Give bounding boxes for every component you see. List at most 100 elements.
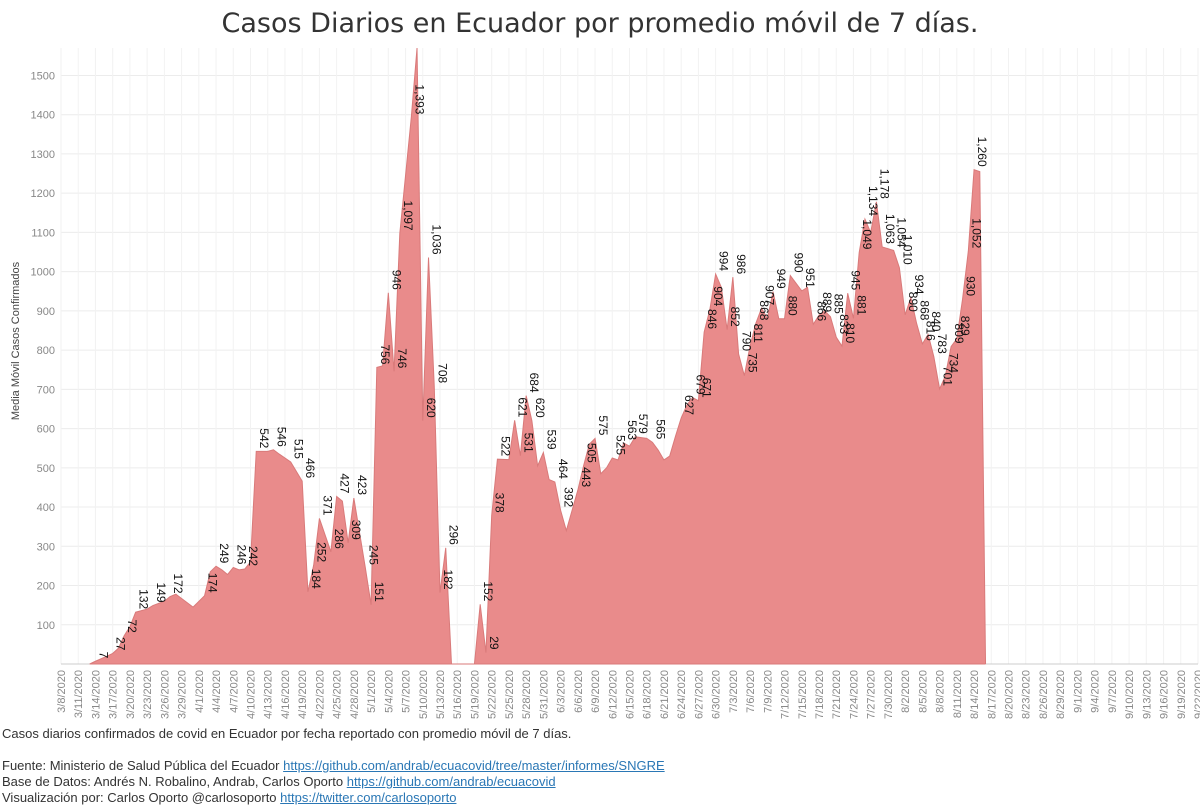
data-label: 152 [481, 581, 495, 601]
y-tick-label: 800 [37, 345, 55, 357]
y-axis-ticks: 100 200 300 400 500 600 700 800 900 1000 1100 1200 1… [31, 70, 55, 631]
data-label: 1,036 [430, 224, 444, 254]
database-link[interactable]: https://github.com/andrab/ecuacovid [346, 774, 556, 789]
data-label: 735 [745, 353, 759, 373]
data-label: 522 [498, 436, 512, 456]
data-label: 868 [757, 300, 771, 320]
data-label: 866 [814, 301, 828, 321]
x-tick-label: 5/31/2020 [538, 670, 550, 719]
data-label: 242 [246, 546, 260, 566]
data-label: 531 [521, 433, 535, 453]
x-tick-label: 5/4/2020 [383, 670, 395, 713]
y-tick-label: 1200 [31, 188, 55, 200]
data-label: 27 [114, 637, 128, 651]
data-label: 1,134 [866, 186, 880, 216]
data-label: 132 [137, 589, 151, 609]
x-tick-label: 6/18/2020 [642, 670, 654, 719]
visualization-link[interactable]: https://twitter.com/carlosoporto [280, 790, 457, 805]
x-tick-label: 3/20/2020 [125, 670, 137, 719]
x-tick-label: 5/7/2020 [401, 670, 413, 713]
x-tick-label: 4/13/2020 [263, 670, 275, 719]
data-label: 575 [596, 415, 610, 435]
x-tick-label: 9/16/2020 [1159, 670, 1171, 719]
x-tick-label: 8/11/2020 [952, 670, 964, 718]
data-label: 466 [303, 458, 317, 478]
x-tick-label: 9/1/2020 [1072, 670, 1084, 713]
data-label: 149 [154, 583, 168, 603]
x-tick-label: 7/24/2020 [848, 670, 860, 719]
x-tick-label: 3/23/2020 [142, 670, 154, 719]
y-tick-label: 1500 [31, 70, 55, 82]
data-label: 423 [355, 475, 369, 495]
data-label: 1,178 [877, 169, 891, 199]
data-label: 296 [447, 525, 461, 545]
data-label: 890 [906, 292, 920, 312]
data-label: 286 [332, 529, 346, 549]
data-label: 945 [849, 270, 863, 290]
data-label: 994 [717, 251, 731, 271]
data-label: 990 [791, 253, 805, 273]
x-tick-label: 7/21/2020 [831, 670, 843, 719]
x-tick-label: 9/7/2020 [1107, 670, 1119, 713]
data-label: 889 [820, 292, 834, 312]
x-tick-label: 4/25/2020 [332, 670, 344, 719]
source-line: Fuente: Ministerio de Salud Pública del … [2, 758, 665, 773]
area-series [89, 47, 987, 665]
data-label: 1,097 [401, 201, 415, 231]
x-tick-label: 8/17/2020 [986, 670, 998, 719]
y-tick-label: 200 [37, 581, 55, 593]
data-label: 565 [653, 419, 667, 439]
source-link[interactable]: https://github.com/andrab/ecuacovid/tree… [283, 758, 665, 773]
x-tick-label: 3/11/2020 [73, 670, 85, 718]
data-label: 679 [694, 375, 708, 395]
x-tick-label: 6/9/2020 [590, 670, 602, 713]
y-tick-label: 300 [37, 541, 55, 553]
x-tick-label: 4/19/2020 [297, 670, 309, 719]
data-label: 515 [292, 439, 306, 459]
x-tick-label: 7/9/2020 [762, 670, 774, 713]
chart-title: Casos Diarios en Ecuador por promedio mó… [221, 8, 979, 39]
data-label: 245 [366, 545, 380, 565]
x-tick-label: 8/5/2020 [917, 670, 929, 713]
x-tick-label: 9/10/2020 [1124, 670, 1136, 719]
x-tick-label: 5/10/2020 [418, 670, 430, 719]
x-tick-label: 4/4/2020 [211, 670, 223, 713]
x-tick-label: 8/26/2020 [1038, 670, 1050, 719]
source-text: Fuente: Ministerio de Salud Pública del … [2, 758, 280, 773]
data-label: 810 [843, 323, 857, 343]
x-tick-label: 6/27/2020 [693, 670, 705, 719]
data-label: 1,054 [895, 217, 909, 247]
x-tick-label: 3/14/2020 [90, 670, 102, 719]
data-label: 1,052 [969, 218, 983, 248]
x-tick-label: 6/6/2020 [573, 670, 585, 713]
x-axis-ticks: 3/8/2020 3/11/2020 3/14/2020 3/17/2020 3/20/… [56, 670, 1200, 719]
x-tick-label: 5/28/2020 [521, 670, 533, 719]
data-label: 746 [395, 348, 409, 368]
data-label: 816 [923, 321, 937, 341]
x-tick-label: 7/3/2020 [728, 670, 740, 713]
area-chart: 100 200 300 400 500 600 700 800 900 1000 1100 1200 1… [10, 47, 1200, 719]
data-label: 392 [562, 487, 576, 507]
y-tick-label: 500 [37, 463, 55, 475]
data-label: 546 [274, 427, 288, 447]
data-label: 949 [774, 269, 788, 289]
x-tick-label: 5/16/2020 [452, 670, 464, 719]
x-tick-label: 5/25/2020 [504, 670, 516, 719]
data-label: 907 [763, 285, 777, 305]
data-label: 684 [527, 373, 541, 393]
data-label: 620 [424, 398, 438, 418]
x-tick-label: 9/4/2020 [1090, 670, 1102, 713]
data-label: 868 [918, 300, 932, 320]
x-tick-label: 9/19/2020 [1176, 670, 1188, 719]
data-label: 627 [682, 395, 696, 415]
chart-caption: Casos diarios confirmados de covid en Ec… [2, 726, 572, 741]
data-label: 880 [786, 296, 800, 316]
y-tick-label: 700 [37, 384, 55, 396]
visualization-line: Visualización por: Carlos Oporto @carlos… [2, 790, 456, 805]
x-tick-label: 8/29/2020 [1055, 670, 1067, 719]
visualization-text: Visualización por: Carlos Oporto @carlos… [2, 790, 277, 805]
y-tick-label: 1400 [31, 110, 55, 122]
data-label: 246 [234, 544, 248, 564]
data-label: 934 [912, 275, 926, 295]
x-tick-label: 4/28/2020 [349, 670, 361, 719]
